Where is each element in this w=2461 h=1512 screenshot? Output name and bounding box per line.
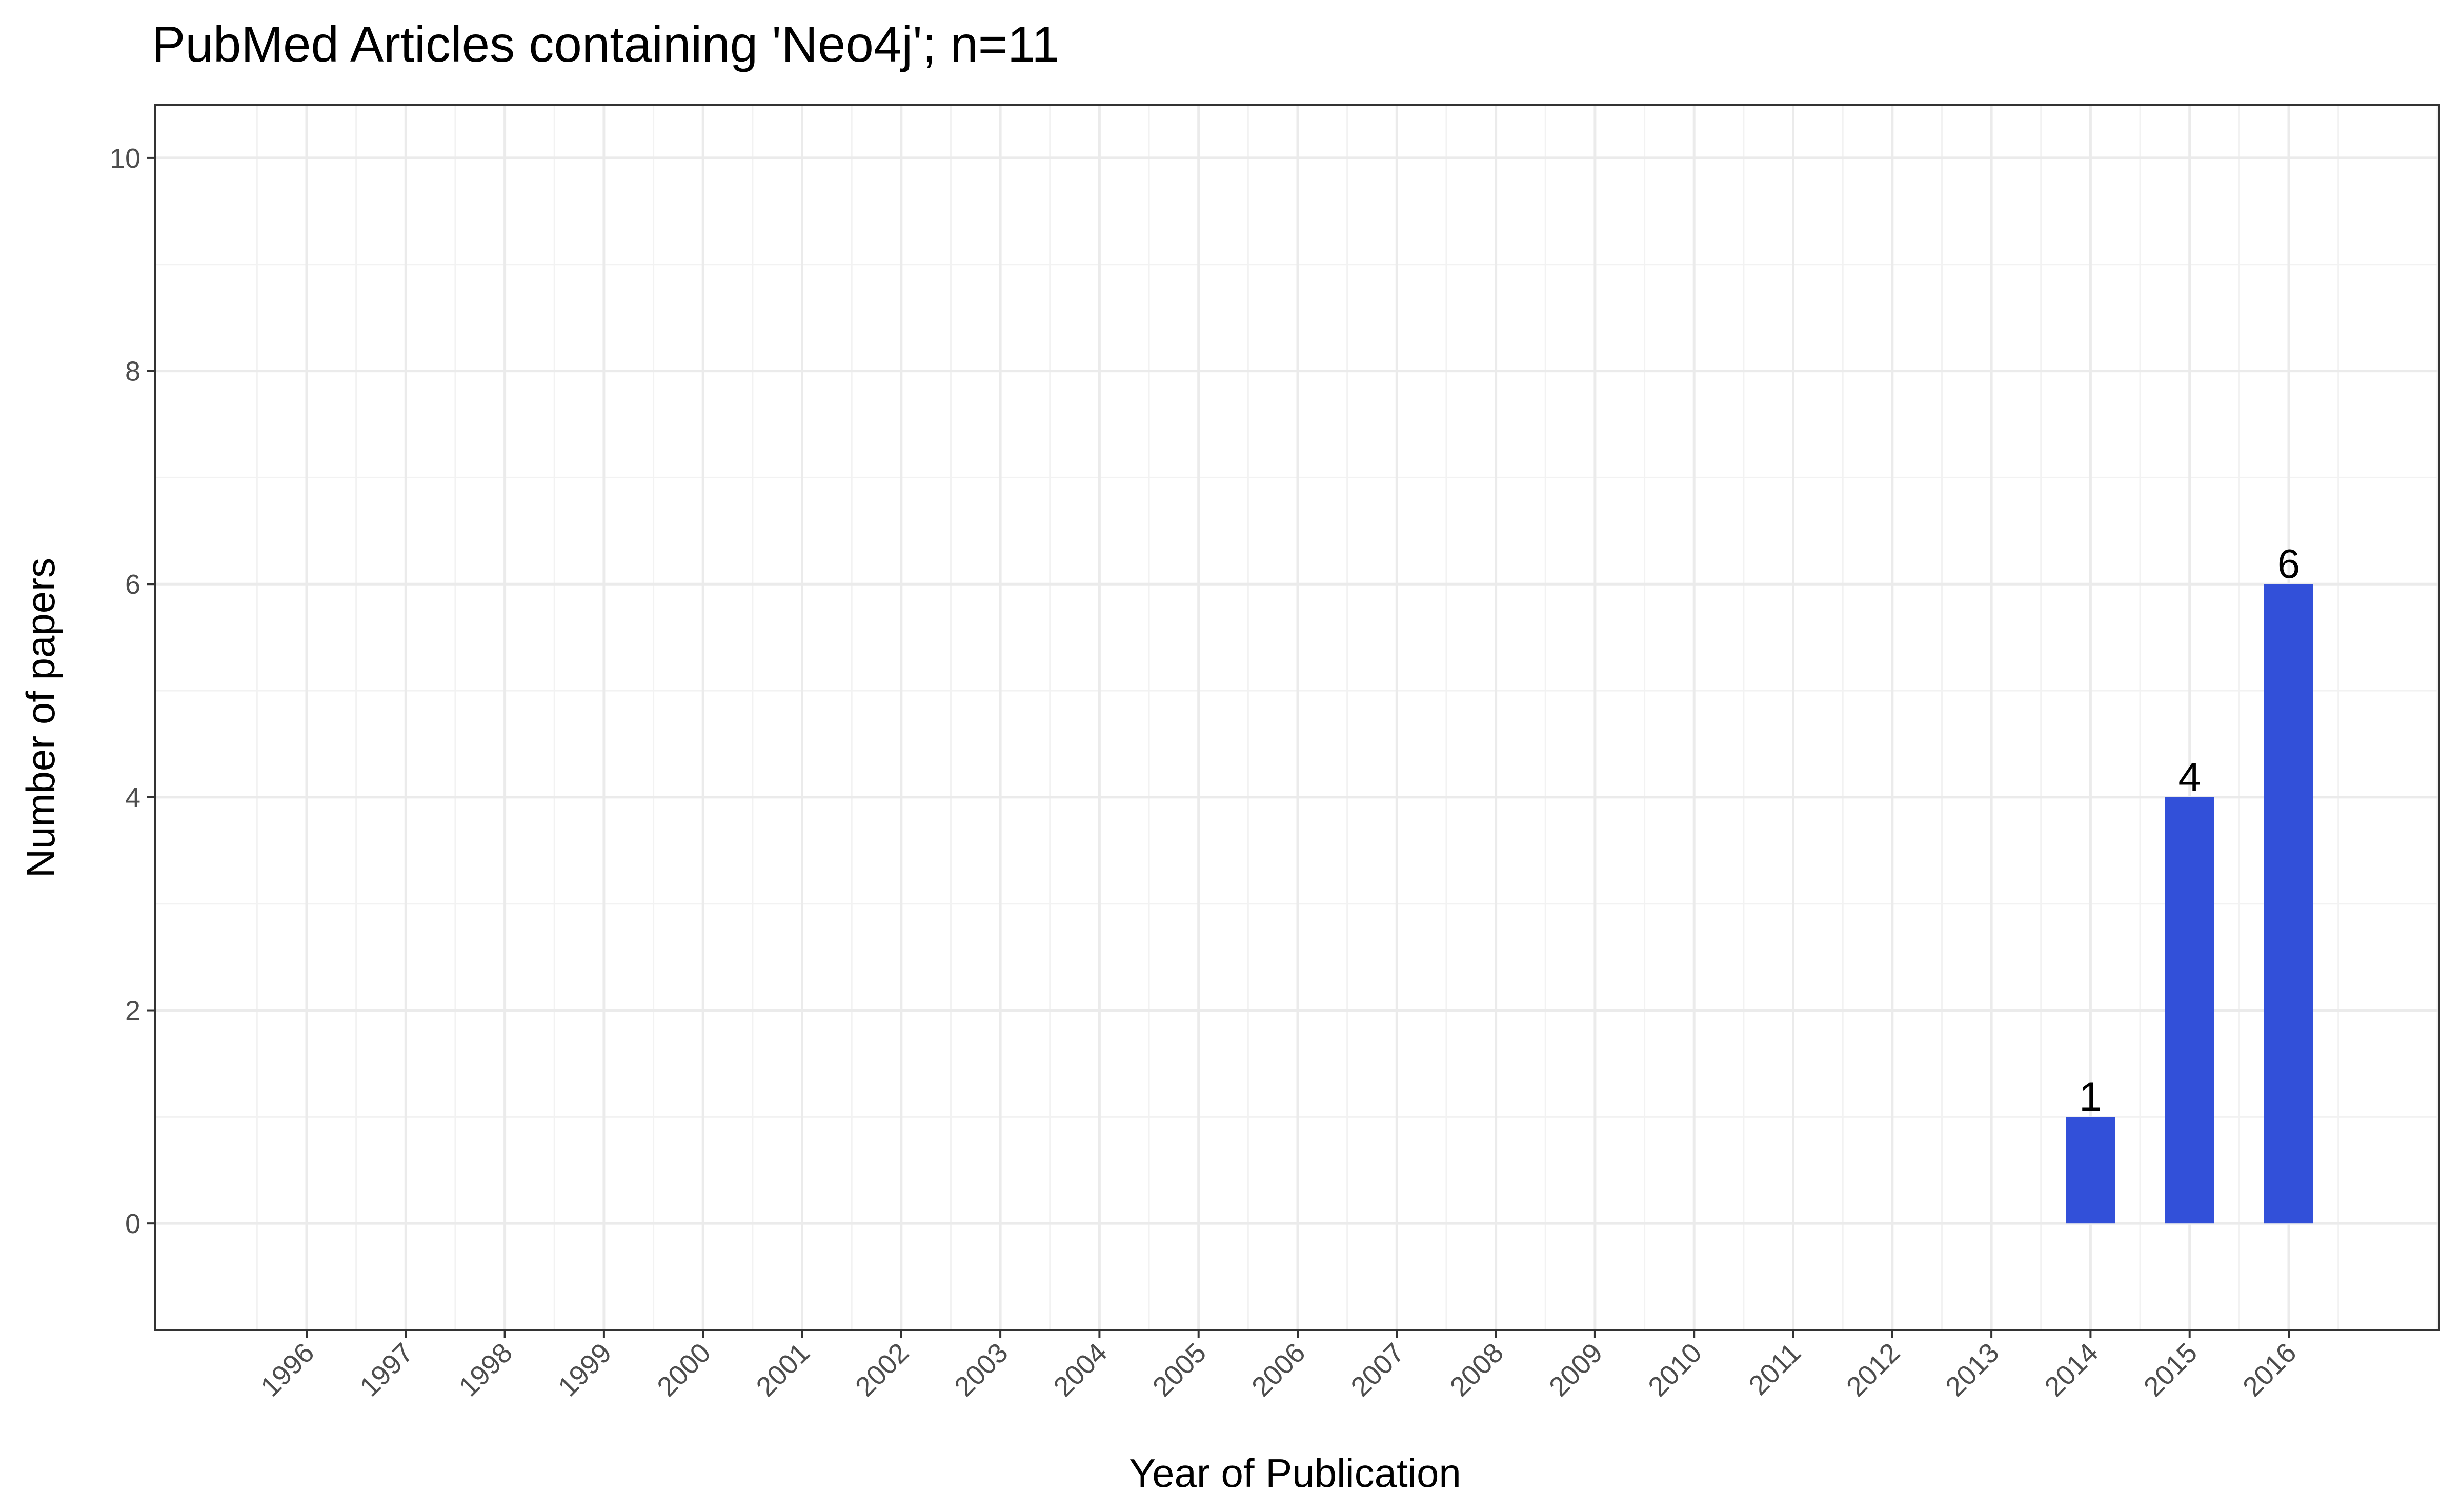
y-tick-label: 4 <box>125 782 140 813</box>
gridlines <box>155 105 2439 1330</box>
x-axis: 1996 1997 1998 1999 2000 2001 2002 2003 2004 2005… <box>255 1330 2302 1402</box>
x-tick-label: 2003 <box>949 1337 1014 1402</box>
bar-label-2015: 4 <box>2178 754 2201 800</box>
x-tick-label: 2010 <box>1642 1337 1707 1402</box>
x-tick-label: 2009 <box>1543 1337 1608 1402</box>
bars <box>2066 584 2313 1224</box>
x-tick-label: 2002 <box>850 1337 915 1402</box>
x-tick-label: 2007 <box>1345 1337 1410 1402</box>
x-tick-label: 2015 <box>2138 1337 2203 1402</box>
x-axis-title: Year of Publication <box>1129 1450 1461 1496</box>
bar-labels: 1 4 6 <box>2079 541 2300 1119</box>
x-tick-label: 2013 <box>1940 1337 2005 1402</box>
x-tick-label: 1997 <box>354 1337 419 1402</box>
y-tick-label: 6 <box>125 569 140 600</box>
x-tick-label: 2014 <box>2039 1337 2104 1402</box>
x-tick-label: 2004 <box>1048 1337 1113 1402</box>
y-axis-title: Number of papers <box>18 558 63 878</box>
x-tick-label: 2005 <box>1147 1337 1212 1402</box>
x-tick-label: 2011 <box>1743 1337 1807 1401</box>
chart-title: PubMed Articles containing 'Neo4j'; n=11 <box>152 16 1060 72</box>
x-tick-label: 1996 <box>255 1337 320 1402</box>
x-tick-label: 2012 <box>1841 1337 1906 1402</box>
x-tick-label: 2000 <box>651 1337 716 1402</box>
y-tick-label: 2 <box>125 996 140 1026</box>
x-tick-label: 2008 <box>1444 1337 1509 1402</box>
x-tick-label: 2016 <box>2237 1337 2302 1402</box>
bar-2015 <box>2165 797 2214 1224</box>
x-tick-label: 2001 <box>751 1337 816 1402</box>
bar-label-2014: 1 <box>2079 1074 2102 1119</box>
x-tick-label: 1999 <box>552 1337 617 1402</box>
bar-2016 <box>2264 584 2313 1224</box>
y-tick-label: 10 <box>110 143 140 174</box>
y-tick-label: 8 <box>125 356 140 387</box>
bar-label-2016: 6 <box>2277 541 2301 587</box>
x-tick-label: 2006 <box>1246 1337 1311 1402</box>
bar-2014 <box>2066 1117 2115 1224</box>
y-tick-label: 0 <box>125 1208 140 1239</box>
x-tick-label: 1998 <box>453 1337 518 1402</box>
y-axis: 0 2 4 6 8 10 <box>110 143 155 1239</box>
